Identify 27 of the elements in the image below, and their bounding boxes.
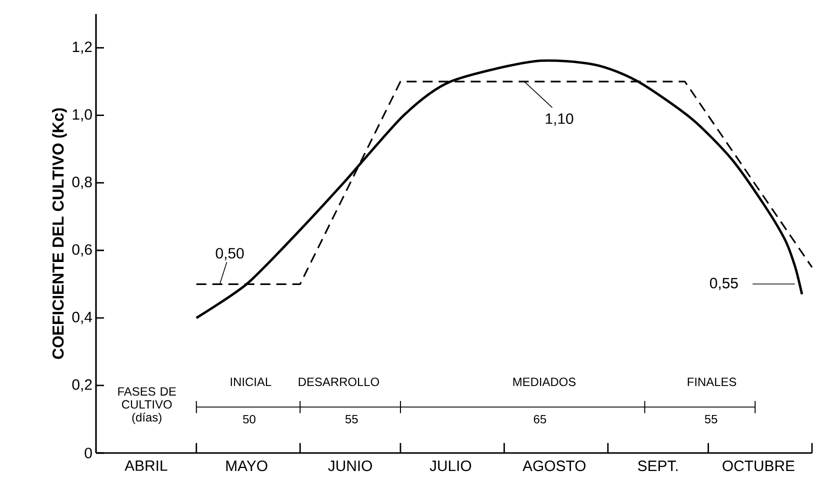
x-tick-label: OCTUBRE [722,460,794,472]
annotation: MEDIADOS [513,378,576,386]
y-tick-label: 1,0 [72,109,92,122]
annotation: 65 [534,414,546,424]
x-tick-label: SEPT. [638,460,678,472]
annotation: FINALES [688,378,736,386]
annotation: 55 [345,415,358,424]
annotation: INICIAL [230,378,272,386]
x-tick-label: ABRIL [124,460,168,471]
y-tick-label: 0,4 [72,312,92,324]
y-tick-label: 0,2 [72,379,92,392]
y-tick-label: 1,2 [72,42,92,54]
annotation: DESARROLLO [298,378,379,386]
x-tick-label: JUNIO [328,460,372,472]
y-axis-title: COEFICIENTE DEL CULTIVO (Kc) [52,108,67,359]
annotation: 0,55 [710,278,738,290]
y-tick-label: 0,6 [72,244,92,257]
y-tick-label: 0,8 [72,176,92,190]
x-tick-label: JULIO [430,460,472,472]
annotation: 1,10 [546,113,574,126]
x-tick-label: AGOSTO [522,460,586,472]
annotation: 0,50 [216,248,244,260]
annotation: 50 [243,414,256,424]
annotation: 55 [704,415,718,424]
y-tick-label: 0 [84,448,92,458]
x-tick-label: MAYO [226,460,268,472]
annotation: FASES DE CULTIVO (días) [118,387,176,424]
